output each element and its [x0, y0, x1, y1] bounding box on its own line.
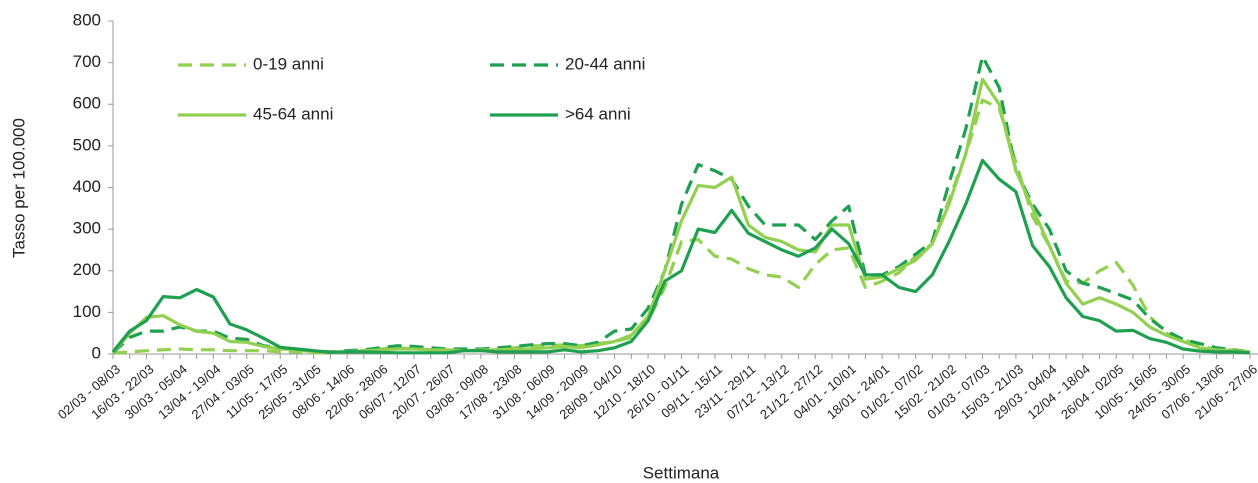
y-tick-label: 0	[92, 343, 101, 362]
x-axis-title: Settimana	[643, 463, 720, 482]
y-tick-label: 400	[73, 177, 101, 196]
y-tick-label: 500	[73, 135, 101, 154]
y-tick-label: 300	[73, 219, 101, 238]
y-tick-label: 700	[73, 52, 101, 71]
y-tick-label: 800	[73, 10, 101, 29]
y-tick-label: 100	[73, 302, 101, 321]
y-axis-title: Tasso per 100.000	[9, 118, 28, 258]
legend-label: 20-44 anni	[565, 54, 645, 73]
series-line	[111, 158, 1251, 355]
legend-label: >64 anni	[565, 104, 631, 123]
series-line	[112, 98, 1251, 355]
legend-label: 45-64 anni	[253, 104, 333, 123]
series-line	[111, 54, 1251, 354]
y-tick-label: 600	[73, 94, 101, 113]
legend-label: 0-19 anni	[253, 54, 324, 73]
y-tick-label: 200	[73, 260, 101, 279]
